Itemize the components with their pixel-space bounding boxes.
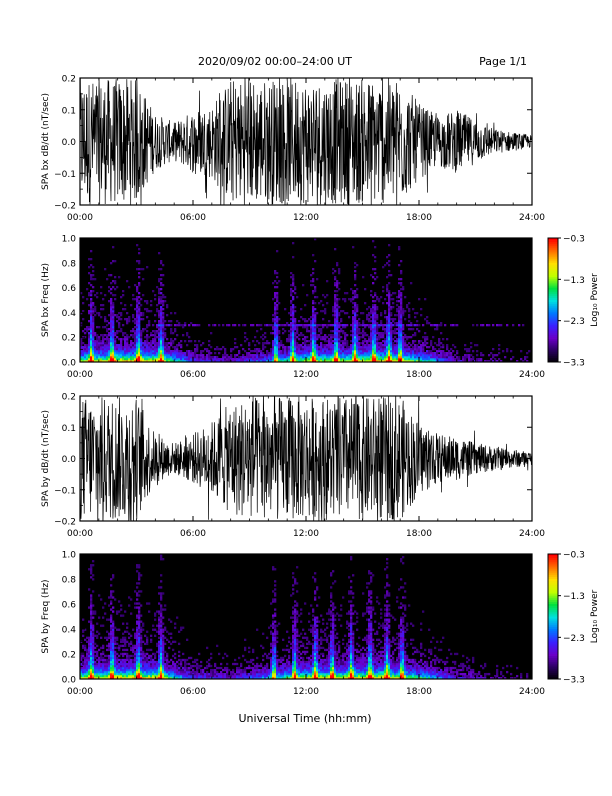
y-tick-label: 0.2: [62, 75, 76, 85]
y-tick-label: −0.1: [54, 170, 76, 180]
x-tick-label: 24:00: [519, 370, 545, 380]
colorbar-tick-label: −2.3: [563, 317, 585, 327]
waveform-trace: [80, 72, 532, 212]
y-tick-label: 1.0: [62, 551, 77, 561]
plot-area: [80, 238, 532, 362]
x-tick-label: 00:00: [67, 529, 93, 539]
x-tick-label: 24:00: [519, 213, 545, 223]
colorbar-label: Log₁₀ Power: [590, 590, 600, 644]
colorbar-tick-label: −2.3: [563, 634, 585, 644]
x-tick-label: 12:00: [293, 687, 319, 697]
y-tick-label: 0.1: [62, 424, 76, 434]
y-axis-label: SPA by dB/dt (nT/sec): [41, 410, 51, 507]
x-tick-label: 00:00: [67, 370, 93, 380]
plot-area: [80, 554, 532, 679]
y-axis-label: SPA bx dB/dt (nT/sec): [41, 93, 51, 190]
x-tick-label: 24:00: [519, 687, 545, 697]
x-tick-label: 06:00: [180, 213, 206, 223]
panel-1: −0.2 −0.1 0.0 0.1 0.2 00:00 06:00 12:00 18:00 24:…: [41, 72, 545, 223]
y-tick-label: −0.2: [54, 202, 76, 212]
y-tick-label: 1.0: [62, 235, 77, 245]
x-tick-label: 12:00: [293, 370, 319, 380]
y-tick-label: 0.0: [62, 138, 77, 148]
y-tick-label: 0.2: [62, 393, 76, 403]
colorbar-label: Log₁₀ Power: [590, 273, 600, 327]
y-tick-label: 0.6: [62, 284, 77, 294]
y-tick-label: 0.2: [62, 651, 76, 661]
waveform-trace: [80, 390, 532, 528]
y-tick-label: 0.0: [62, 455, 77, 465]
colorbar-tick-label: −0.3: [563, 551, 585, 561]
colorbar: −0.3 −1.3 −2.3 −3.3 Log₁₀ Power: [548, 551, 600, 686]
y-tick-label: 0.8: [62, 259, 77, 269]
plot-area: [80, 72, 532, 212]
colorbar-tick-label: −1.3: [563, 592, 585, 602]
y-tick-label: −0.2: [54, 518, 76, 528]
plot-area: [80, 390, 532, 528]
x-tick-label: 24:00: [519, 529, 545, 539]
figure-title: 2020/09/02 00:00–24:00 UT: [198, 55, 352, 68]
colorbar-tick-label: −1.3: [563, 276, 585, 286]
y-tick-label: −0.1: [54, 486, 76, 496]
colorbar: −0.3 −1.3 −2.3 −3.3 Log₁₀ Power: [548, 235, 600, 369]
x-tick-label: 18:00: [406, 687, 432, 697]
y-tick-label: 0.1: [62, 106, 76, 116]
y-axis-label: SPA by Freq (Hz): [41, 579, 51, 653]
panel-3: −0.2 −0.1 0.0 0.1 0.2 00:00 06:00 12:00 18:00 24:…: [41, 390, 545, 539]
x-tick-label: 06:00: [180, 370, 206, 380]
y-tick-label: 0.6: [62, 601, 77, 611]
colorbar-tick-label: −0.3: [563, 235, 585, 245]
panel-2: −0.3 −1.3 −2.3 −3.3 Log₁₀ Power 0.0 0.2 0.4 0.6 0…: [41, 235, 600, 381]
panels: −0.2 −0.1 0.0 0.1 0.2 00:00 06:00 12:00 18:00 24:…: [41, 72, 600, 697]
y-axis-label: SPA bx Freq (Hz): [41, 263, 51, 337]
x-tick-label: 00:00: [67, 687, 93, 697]
y-tick-label: 0.2: [62, 334, 76, 344]
x-tick-label: 06:00: [180, 529, 206, 539]
x-tick-label: 18:00: [406, 213, 432, 223]
x-tick-label: 12:00: [293, 213, 319, 223]
x-axis-label: Universal Time (hh:mm): [239, 712, 372, 725]
colorbar-tick-label: −3.3: [563, 359, 585, 369]
x-tick-label: 06:00: [180, 687, 206, 697]
colorbar-tick-label: −3.3: [563, 676, 585, 686]
x-tick-label: 18:00: [406, 529, 432, 539]
y-tick-label: 0.0: [62, 359, 77, 369]
panel-4: −0.3 −1.3 −2.3 −3.3 Log₁₀ Power 0.0 0.2 0.4 0.6 0…: [41, 551, 600, 698]
page-indicator: Page 1/1: [479, 55, 527, 68]
y-tick-label: 0.8: [62, 576, 77, 586]
x-tick-label: 00:00: [67, 213, 93, 223]
x-tick-label: 18:00: [406, 370, 432, 380]
x-tick-label: 12:00: [293, 529, 319, 539]
y-tick-label: 0.4: [62, 626, 77, 636]
y-tick-label: 0.4: [62, 309, 77, 319]
y-tick-label: 0.0: [62, 676, 77, 686]
